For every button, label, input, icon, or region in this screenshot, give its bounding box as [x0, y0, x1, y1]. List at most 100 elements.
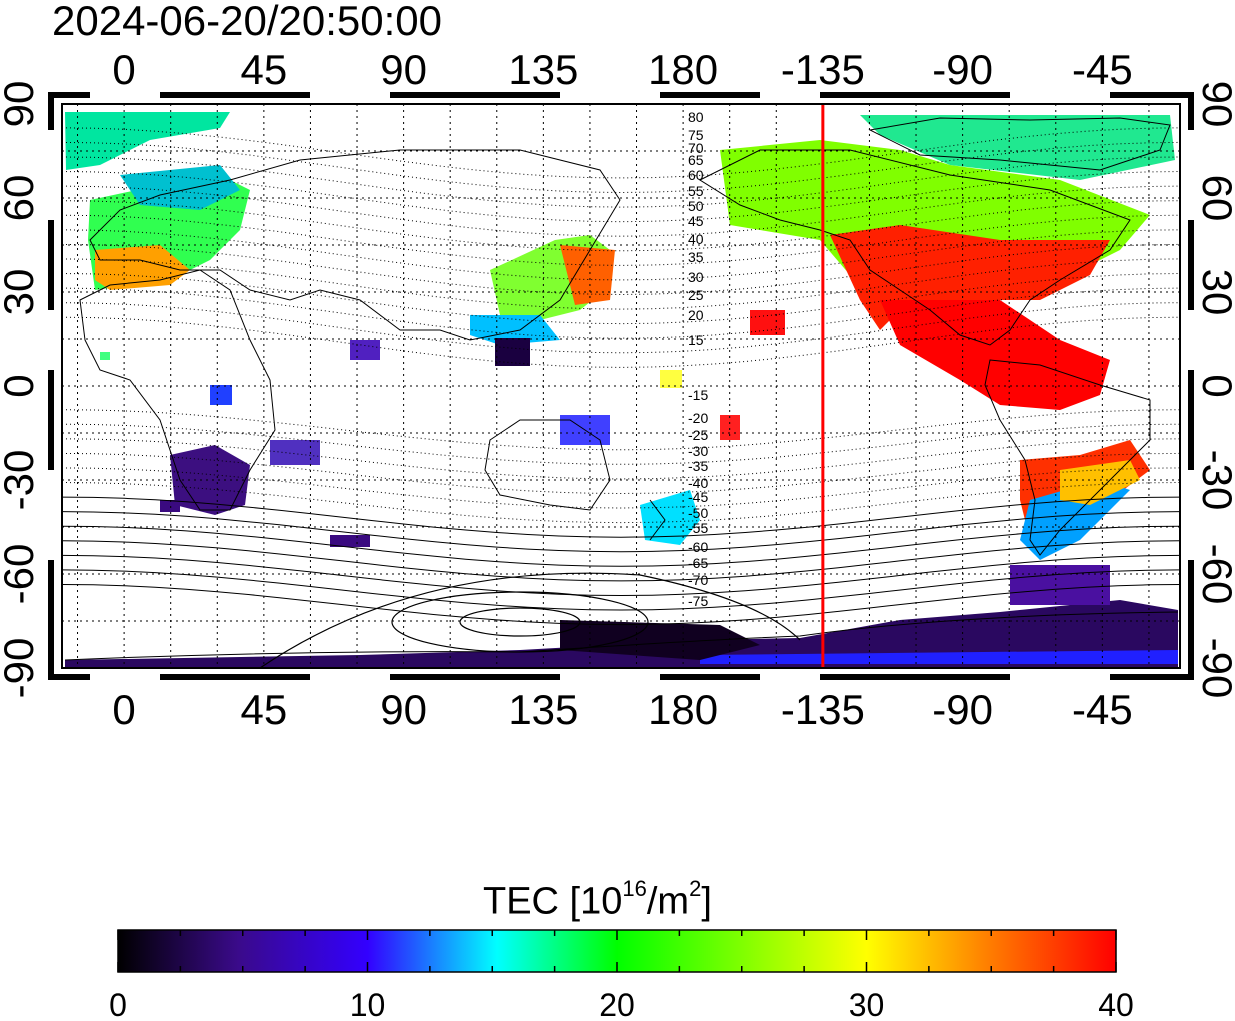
y-right-tick-label: -30 [1194, 450, 1235, 511]
x-axis-top-labels: 0 45 90 135 180 -135 -90 -45 [112, 46, 1132, 93]
x-top-tick-label: -45 [1072, 46, 1133, 93]
tec-data-patches [65, 112, 1178, 668]
x-axis-bottom-labels: 0 45 90 135 180 -135 -90 -45 [112, 686, 1132, 733]
mlat-label: -20 [688, 410, 708, 426]
mlat-label: -45 [688, 489, 708, 505]
mlat-label: -50 [688, 505, 708, 521]
mlat-label: -40 [688, 475, 708, 491]
timestamp-title: 2024-06-20/20:50:00 [52, 0, 442, 44]
y-right-tick-label: 60 [1194, 175, 1235, 222]
mlat-label: -35 [688, 458, 708, 474]
x-bottom-tick-label: -45 [1072, 686, 1133, 733]
mlat-label: 55 [688, 183, 704, 199]
contour-line [62, 438, 1180, 480]
contour-line [62, 287, 1180, 339]
x-bottom-tick-label: -135 [781, 686, 865, 733]
contour-line [62, 467, 1180, 509]
mlat-label: -70 [688, 572, 708, 588]
y-right-tick-label: -90 [1194, 638, 1235, 699]
contour-line [62, 214, 1180, 266]
colorbar-tick-labels: 0 10 20 30 40 [109, 987, 1134, 1021]
mlat-label: -75 [688, 593, 708, 609]
contour-line [62, 185, 1180, 237]
x-bottom-tick-label: 90 [380, 686, 427, 733]
mlat-label: 40 [688, 231, 704, 247]
colorbar-tick-label: 30 [849, 987, 885, 1021]
y-left-tick-label: 90 [0, 81, 42, 128]
magnetic-latitude-contours [62, 127, 1180, 626]
mlat-label: -65 [688, 555, 708, 571]
y-left-tick-label: 60 [0, 175, 42, 222]
contour-line [62, 423, 1180, 465]
contour-line [62, 302, 1180, 354]
y-left-tick-label: 30 [0, 269, 42, 316]
y-right-tick-label: 90 [1194, 81, 1235, 128]
x-top-tick-label: 135 [508, 46, 578, 93]
mlat-label: 50 [688, 198, 704, 214]
colorbar-tick-label: 40 [1098, 987, 1134, 1021]
contour-line [62, 316, 1180, 368]
mlat-label: 45 [688, 213, 704, 229]
y-right-tick-label: -60 [1194, 544, 1235, 605]
contour-line [62, 258, 1180, 310]
coastlines [64, 117, 1179, 661]
colorbar-tick-label: 10 [350, 987, 386, 1021]
contour-line [62, 584, 1180, 626]
mlat-label: 15 [688, 332, 704, 348]
x-top-tick-label: 90 [380, 46, 427, 93]
y-left-tick-label: -90 [0, 638, 42, 699]
contour-line [62, 141, 1180, 194]
x-top-tick-label: 0 [112, 46, 135, 93]
contour-line [62, 554, 1180, 597]
contour-line [62, 482, 1180, 524]
mlat-label: -15 [688, 387, 708, 403]
mlat-label: -30 [688, 443, 708, 459]
y-right-tick-label: 0 [1194, 374, 1235, 397]
mlat-label: 65 [688, 152, 704, 168]
contour-line [62, 200, 1180, 252]
x-bottom-tick-label: 180 [648, 686, 718, 733]
y-axis-right-labels: 90 60 30 0 -30 -60 -90 [1194, 81, 1235, 699]
x-bottom-tick-label: 135 [508, 686, 578, 733]
x-top-tick-label: 45 [241, 46, 288, 93]
mlat-label: 35 [688, 249, 704, 265]
contour-line [62, 496, 1180, 538]
x-top-tick-label: 180 [648, 46, 718, 93]
frame-edge-ticks [48, 92, 1194, 680]
mlat-label: -25 [688, 427, 708, 443]
mlat-label: 20 [688, 307, 704, 323]
contour-line [62, 569, 1180, 611]
mlat-label: 80 [688, 109, 704, 125]
x-bottom-tick-label: 45 [241, 686, 288, 733]
mlat-label: 70 [688, 140, 704, 156]
contour-line [62, 273, 1180, 325]
contour-line [62, 540, 1180, 582]
map-frame [61, 103, 1181, 669]
colorbar-ticks [117, 930, 1117, 972]
y-left-tick-label: -60 [0, 544, 42, 605]
y-left-tick-label: -30 [0, 450, 42, 511]
x-top-tick-label: -90 [932, 46, 993, 93]
contour-line [62, 229, 1180, 281]
mlat-label: -60 [688, 539, 708, 555]
x-top-tick-label: -135 [781, 46, 865, 93]
y-right-tick-label: 30 [1194, 269, 1235, 316]
contour-line [62, 156, 1180, 208]
mlat-label: 25 [688, 287, 704, 303]
mlat-label: 60 [688, 167, 704, 183]
colorbar-tick-label: 0 [109, 987, 127, 1021]
colorbar-tick-label: 20 [599, 987, 635, 1021]
contour-line [62, 525, 1180, 567]
contour-line [62, 243, 1180, 296]
contour-line [62, 452, 1180, 495]
contour-line [62, 511, 1180, 553]
contour-line [62, 409, 1180, 451]
mlat-label: -55 [688, 520, 708, 536]
colorbar-title: TEC [1016/m2] [483, 876, 712, 923]
contour-line [62, 127, 1180, 179]
y-left-tick-label: 0 [0, 374, 42, 397]
mlat-label: 30 [688, 269, 704, 285]
